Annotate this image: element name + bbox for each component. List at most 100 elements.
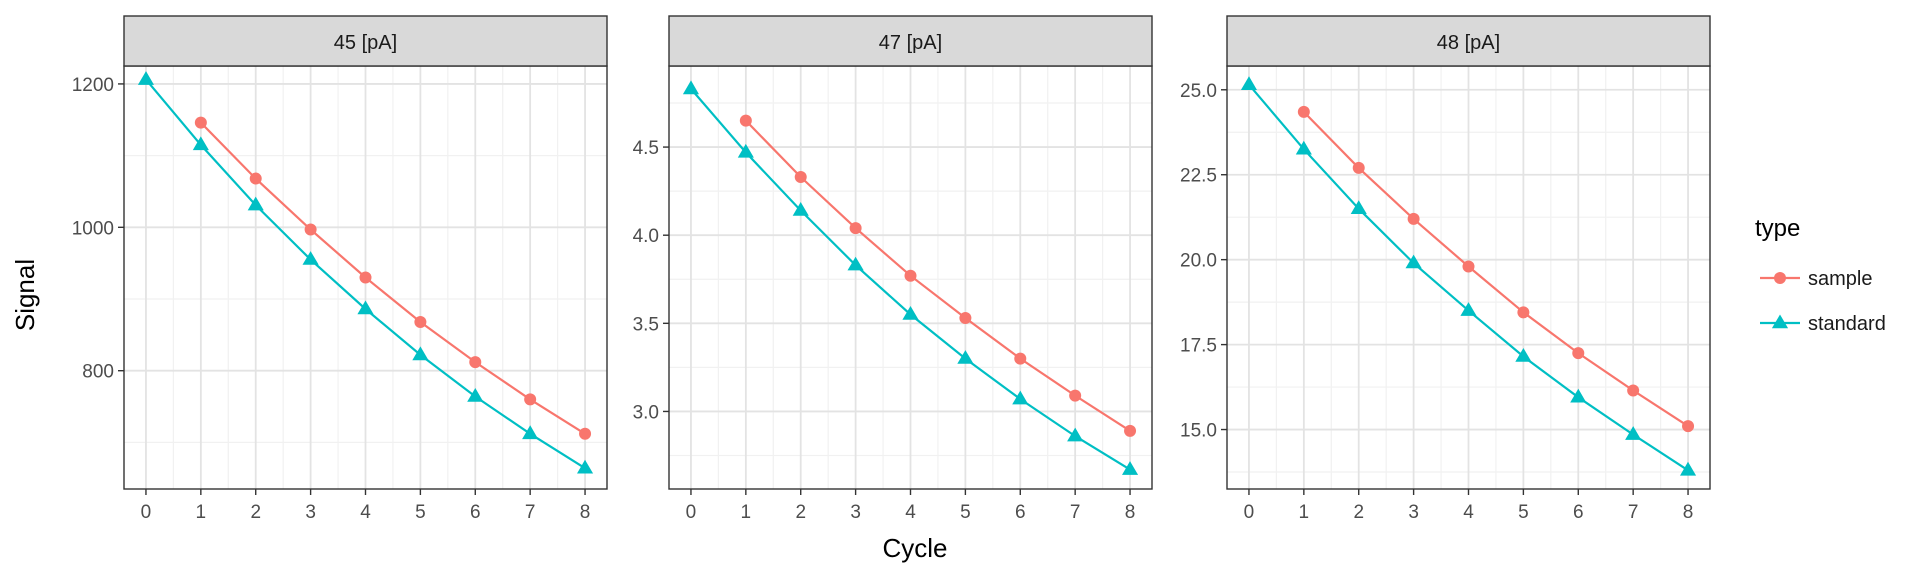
data-point-standard	[1240, 76, 1257, 90]
data-point-standard	[902, 306, 919, 320]
x-tick-label: 5	[415, 502, 426, 523]
strip-background	[1226, 15, 1711, 67]
data-point-sample	[304, 223, 317, 236]
x-tick-label: 3	[1408, 502, 1419, 523]
data-point-sample	[249, 172, 262, 185]
data-point-standard	[682, 80, 699, 95]
x-tick-label: 1	[196, 502, 207, 523]
strip-label: 47 [pA]	[879, 32, 942, 54]
x-tick-label: 3	[305, 502, 316, 523]
x-tick-label: 0	[141, 502, 152, 523]
data-point-standard	[792, 202, 809, 216]
y-tick-label: 25.0	[1180, 81, 1217, 102]
data-point-standard	[1570, 388, 1587, 403]
data-point-sample	[1014, 352, 1027, 365]
y-tick-label: 1200	[72, 75, 114, 96]
x-tick-label: 8	[580, 502, 591, 523]
data-point-standard	[137, 71, 154, 85]
data-point-sample	[904, 269, 917, 282]
data-point-standard	[1680, 461, 1697, 476]
x-tick-label: 3	[850, 502, 861, 523]
data-point-standard	[577, 459, 594, 474]
data-point-sample	[524, 393, 537, 406]
y-tick-label: 22.5	[1180, 166, 1217, 187]
x-tick-label: 6	[1015, 502, 1026, 523]
x-tick-label: 1	[741, 502, 752, 523]
data-point-sample	[1124, 424, 1137, 437]
data-point-standard	[1460, 302, 1477, 316]
data-point-standard	[737, 143, 754, 158]
x-tick-label: 6	[1573, 502, 1584, 523]
y-tick-label: 17.5	[1180, 336, 1217, 357]
data-point-sample	[1069, 389, 1082, 402]
panel-3: 48 [pA] 15.0 17.5 20.0 22.5 25.0 0 1 2 3 4 5 6 7 8	[1180, 15, 1711, 523]
x-tick-label: 8	[1683, 502, 1694, 523]
strip-label: 45 [pA]	[334, 32, 397, 54]
data-point-standard	[1625, 426, 1642, 440]
y-axis-title: Signal	[10, 259, 40, 331]
data-point-sample	[849, 222, 862, 235]
data-point-standard	[247, 196, 264, 211]
x-tick-label: 5	[1518, 502, 1529, 523]
y-tick-label: 15.0	[1180, 421, 1217, 442]
legend-key-marker	[1774, 272, 1786, 284]
data-point-sample	[1297, 105, 1310, 118]
y-tick-label: 3.5	[633, 314, 659, 335]
data-point-standard	[957, 350, 974, 364]
data-point-sample	[959, 312, 972, 325]
data-point-standard	[1515, 348, 1532, 362]
x-tick-label: 2	[1353, 502, 1364, 523]
panel-1: 45 [pA] 800 1000 1200 0 1 2 3 4 5 6 7 8	[72, 15, 608, 523]
strip-background	[668, 15, 1153, 67]
x-tick-label: 5	[960, 502, 971, 523]
legend-label: standard	[1808, 313, 1886, 335]
data-point-sample	[1407, 212, 1420, 225]
data-point-sample	[414, 315, 427, 328]
data-point-standard	[1122, 461, 1139, 475]
data-point-standard	[1350, 200, 1367, 214]
legend-title: type	[1755, 215, 1800, 242]
x-tick-label: 7	[525, 502, 536, 523]
x-tick-label: 4	[1463, 502, 1474, 523]
data-point-standard	[467, 388, 484, 402]
data-point-standard	[302, 251, 319, 265]
data-point-standard	[1012, 390, 1029, 405]
panel-2: 47 [pA] 3.0 3.5 4.0 4.5 0 1 2 3 4 5 6 7 8	[633, 15, 1153, 523]
data-point-sample	[579, 427, 592, 440]
x-tick-label: 6	[470, 502, 481, 523]
data-point-standard	[357, 300, 374, 315]
x-tick-label: 7	[1070, 502, 1081, 523]
legend-key-marker	[1771, 314, 1789, 329]
x-tick-label: 1	[1299, 502, 1310, 523]
y-tick-label: 1000	[72, 218, 114, 239]
data-point-sample	[739, 114, 752, 127]
legend-label: sample	[1808, 268, 1872, 290]
data-point-standard	[522, 425, 539, 440]
data-point-standard	[847, 256, 864, 271]
strip-label: 48 [pA]	[1437, 32, 1500, 54]
y-tick-label: 4.0	[633, 226, 659, 247]
y-tick-label: 3.0	[633, 402, 659, 423]
data-point-sample	[359, 271, 372, 284]
x-tick-label: 0	[686, 502, 697, 523]
x-tick-label: 0	[1244, 502, 1255, 523]
y-tick-label: 4.5	[633, 138, 659, 159]
y-tick-label: 800	[82, 362, 114, 383]
data-point-sample	[794, 171, 807, 184]
legend-entry-sample: sample	[1760, 268, 1872, 290]
x-tick-label: 8	[1125, 502, 1136, 523]
x-tick-label: 4	[905, 502, 916, 523]
legend: type sample standard	[1755, 215, 1886, 335]
data-point-standard	[1295, 140, 1312, 155]
series-line-sample	[200, 121, 586, 435]
data-point-sample	[1682, 420, 1695, 433]
data-point-sample	[1352, 161, 1365, 174]
x-tick-label: 2	[795, 502, 806, 523]
legend-entry-standard: standard	[1760, 313, 1886, 335]
series-line-sample	[1303, 111, 1689, 428]
data-point-standard	[1405, 254, 1422, 269]
data-point-standard	[412, 346, 429, 361]
